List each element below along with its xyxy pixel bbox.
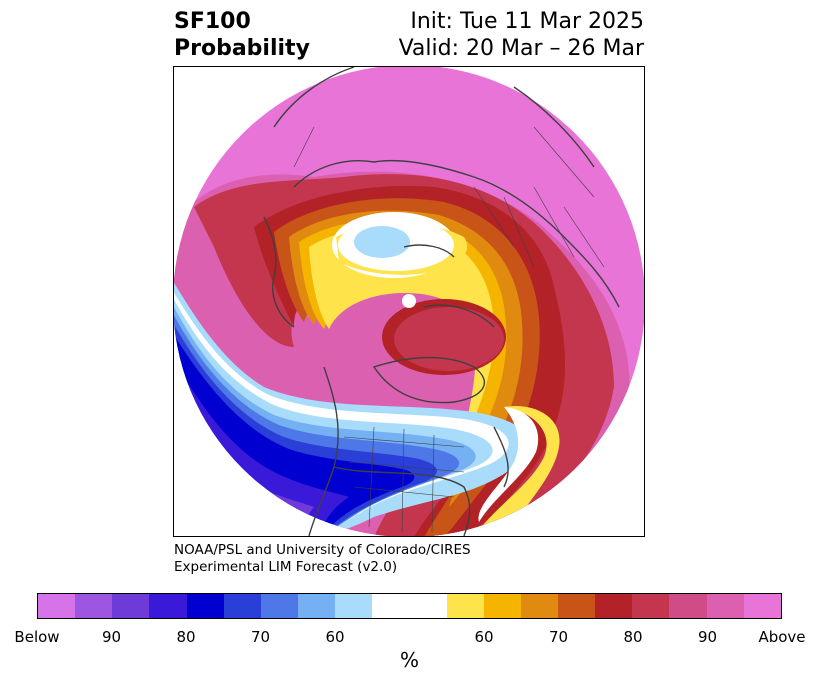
colorbar-tick-label: 60 <box>474 628 494 646</box>
credit-text: NOAA/PSL and University of Colorado/CIRE… <box>174 542 471 576</box>
colorbar-tick-label: 80 <box>176 628 196 646</box>
colorbar-segment <box>149 594 187 618</box>
probability-field <box>174 67 644 536</box>
init-date: Init: Tue 11 Mar 2025 <box>410 9 644 34</box>
colorbar-segment <box>260 594 298 618</box>
colorbar-tick-label: 90 <box>697 628 718 646</box>
colorbar-segment <box>706 594 744 618</box>
colorbar-segment <box>223 594 261 618</box>
political-borders <box>293 126 605 533</box>
colorbar-tick-label: 80 <box>623 628 643 646</box>
title-subtitle: Probability <box>174 36 310 61</box>
title-variable: SF100 <box>174 9 251 34</box>
colorbar-segment <box>557 594 596 618</box>
map-panel <box>173 66 645 537</box>
coastlines <box>263 67 620 536</box>
credit-line-2: Experimental LIM Forecast (v2.0) <box>174 559 398 575</box>
colorbar-segment <box>75 594 113 618</box>
colorbar <box>37 593 782 619</box>
colorbar-segment <box>595 594 633 618</box>
colorbar-unit-label: % <box>399 648 419 672</box>
colorbar-tick-label: 70 <box>250 628 271 646</box>
colorbar-tick-label: Above <box>758 628 806 646</box>
colorbar-segment <box>483 594 521 618</box>
colorbar-ticks: Below 90 80 70 60 60 70 80 90 Above <box>0 628 819 648</box>
colorbar-segment <box>446 594 484 618</box>
colorbar-segment <box>632 594 670 618</box>
map-dates: Init: Tue 11 Mar 2025 Valid: 20 Mar – 26… <box>399 8 644 62</box>
colorbar-tick-label: Below <box>14 628 60 646</box>
field-below-60 <box>354 226 410 258</box>
colorbar-segment <box>112 594 150 618</box>
colorbar-tick-label: 90 <box>101 628 122 646</box>
colorbar-segment <box>520 594 558 618</box>
colorbar-segment <box>186 594 224 618</box>
colorbar-tick-label: 70 <box>548 628 569 646</box>
map-title: SF100 Probability <box>174 8 310 62</box>
pole-marker <box>402 294 416 308</box>
colorbar-segment <box>38 594 76 618</box>
colorbar-segment <box>297 594 336 618</box>
valid-dates: Valid: 20 Mar – 26 Mar <box>398 36 644 61</box>
colorbar-segment <box>743 594 781 618</box>
colorbar-tick-label: 60 <box>325 628 345 646</box>
colorbar-segment <box>372 594 447 618</box>
field-below-extreme <box>174 427 229 536</box>
colorbar-segment <box>669 594 707 618</box>
colorbar-segment <box>335 594 373 618</box>
credit-line-1: NOAA/PSL and University of Colorado/CIRE… <box>174 542 471 558</box>
probability-map <box>174 67 644 536</box>
